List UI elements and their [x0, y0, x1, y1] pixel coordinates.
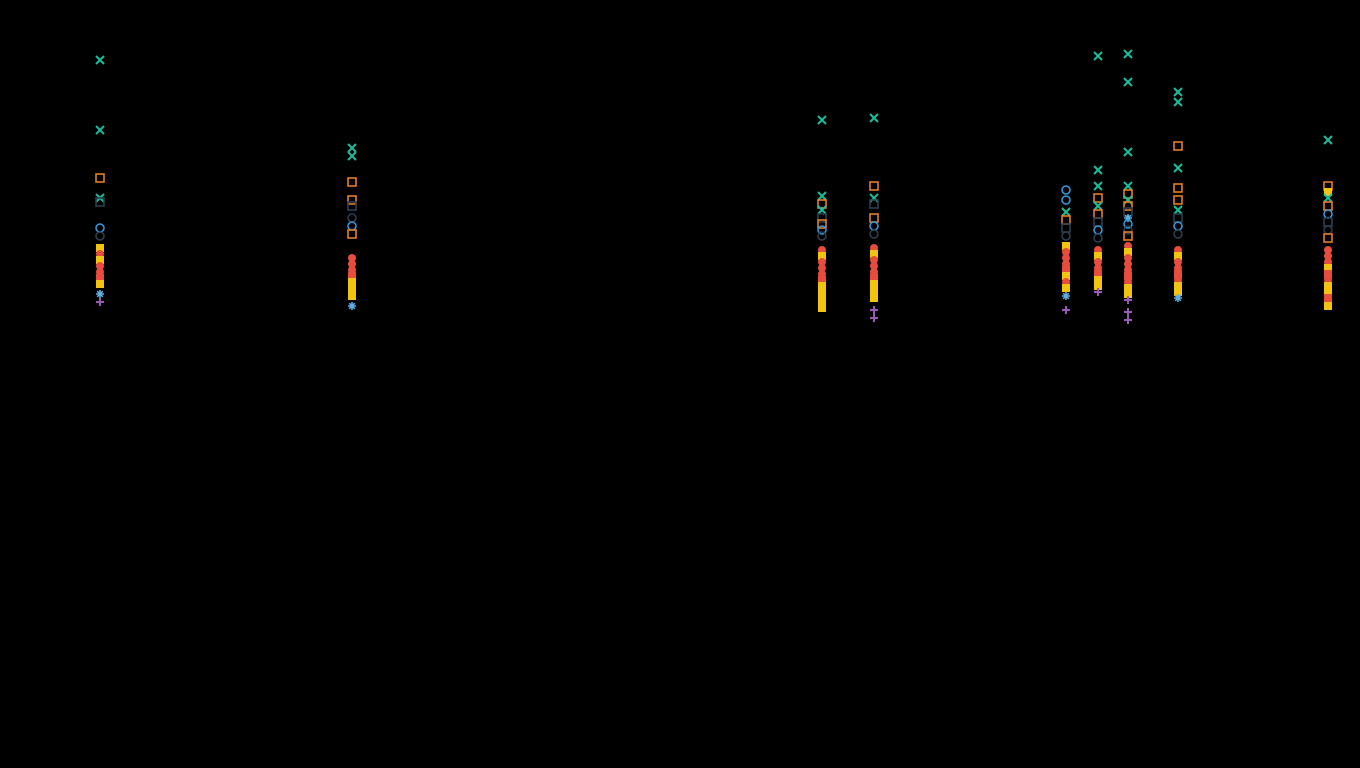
data-point [818, 288, 826, 296]
data-point [818, 296, 826, 304]
data-point [1062, 284, 1070, 292]
data-point [348, 292, 356, 300]
data-point [818, 304, 826, 312]
data-point [96, 290, 104, 298]
data-point [348, 302, 356, 310]
data-point [1324, 294, 1332, 302]
data-point [1324, 302, 1332, 310]
data-point [1062, 292, 1070, 300]
data-point [96, 280, 104, 288]
scatter-chart [0, 0, 1360, 768]
data-point [870, 294, 878, 302]
data-point [348, 284, 356, 292]
data-point [870, 286, 878, 294]
data-point [1174, 294, 1182, 302]
